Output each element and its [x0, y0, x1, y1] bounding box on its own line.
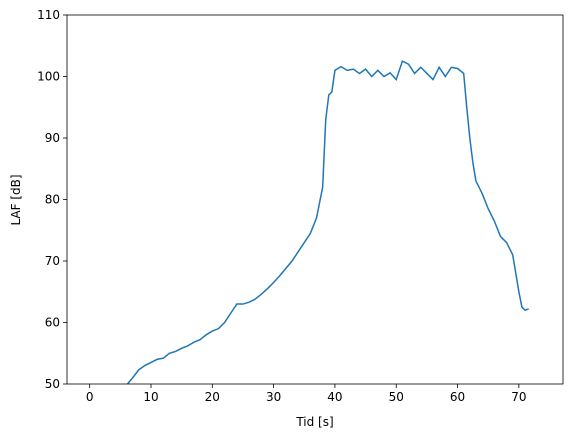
y-tick-label: 100 — [37, 70, 60, 84]
x-tick-label: 20 — [205, 390, 220, 404]
x-tick-label: 70 — [511, 390, 526, 404]
x-axis-label: Tid [s] — [295, 415, 333, 429]
y-tick-label: 60 — [45, 316, 60, 330]
y-tick-label: 90 — [45, 131, 60, 145]
x-tick-label: 10 — [143, 390, 158, 404]
y-axis-label: LAF [dB] — [9, 174, 23, 225]
x-tick-label: 50 — [389, 390, 404, 404]
y-tick-label: 80 — [45, 193, 60, 207]
data-line — [126, 60, 529, 384]
y-tick-label: 110 — [37, 8, 60, 22]
x-tick-label: 60 — [450, 390, 465, 404]
x-tick-label: 0 — [86, 390, 94, 404]
x-tick-label: 40 — [327, 390, 342, 404]
y-tick-label: 50 — [45, 377, 60, 391]
plot-frame — [66, 14, 564, 385]
y-tick-label: 70 — [45, 254, 60, 268]
x-tick-label: 30 — [266, 390, 281, 404]
